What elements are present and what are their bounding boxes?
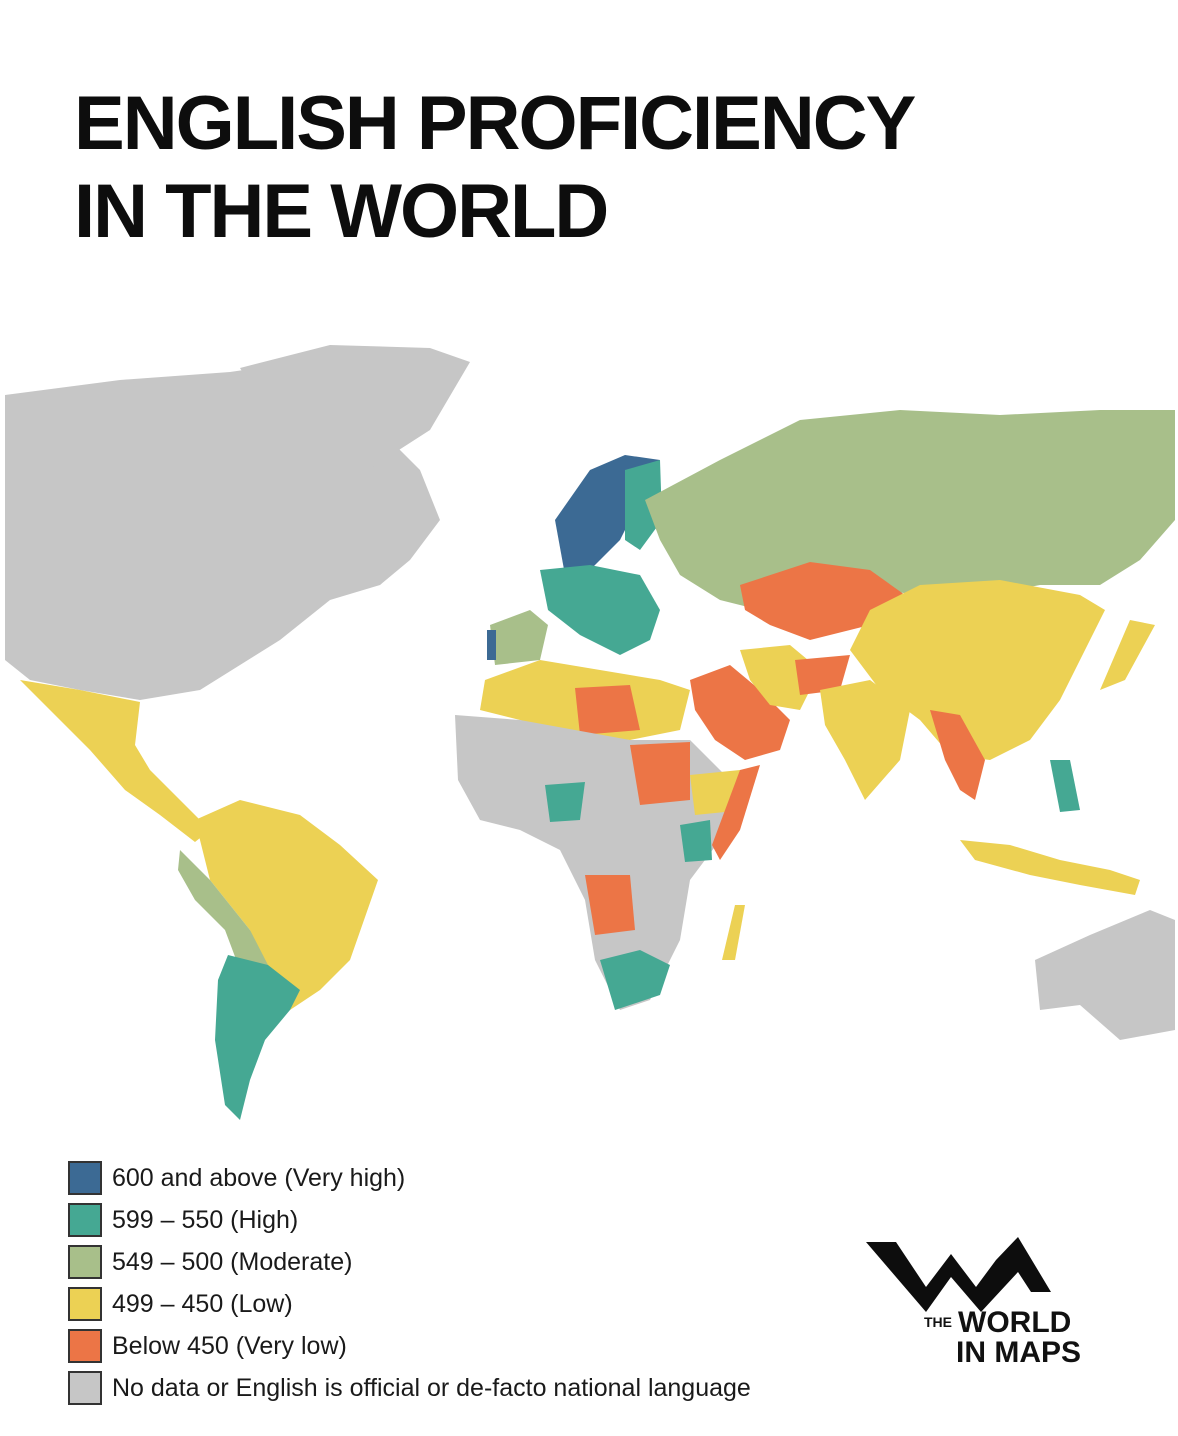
central-europe-region <box>540 565 660 655</box>
logo-line-1: WORLD <box>958 1306 1072 1339</box>
legend-swatch <box>68 1245 102 1279</box>
world-map <box>5 345 1175 1120</box>
map-title: ENGLISH PROFICIENCY IN THE WORLD <box>74 80 916 256</box>
finland-baltics-region <box>625 460 662 550</box>
myanmar-thailand-region <box>930 710 985 800</box>
angola-region <box>585 875 635 935</box>
afghanistan-region <box>795 655 850 695</box>
legend-swatch <box>68 1287 102 1321</box>
somalia-region <box>712 765 760 860</box>
map-legend: 600 and above (Very high) 599 – 550 (High… <box>68 1157 751 1409</box>
legend-item: Below 450 (Very low) <box>68 1325 751 1367</box>
argentina-chile-region <box>215 955 300 1120</box>
china-region <box>850 580 1105 760</box>
mexico-central-america-region <box>20 680 210 842</box>
madagascar-region <box>722 905 745 960</box>
central-asia-region <box>740 562 905 640</box>
brazil-region <box>195 800 378 1010</box>
logo-text: WORLD IN MAPS <box>956 1306 1082 1369</box>
world-in-maps-logo: THE WORLD IN MAPS <box>866 1232 1086 1372</box>
legend-item: 549 – 500 (Moderate) <box>68 1241 751 1283</box>
russia-region <box>645 410 1175 610</box>
sudan-region <box>630 742 690 805</box>
legend-swatch <box>68 1203 102 1237</box>
sub-saharan-africa-region <box>455 715 740 1010</box>
legend-label: No data or English is official or de-fac… <box>112 1373 751 1402</box>
libya-region <box>575 685 640 735</box>
legend-swatch <box>68 1371 102 1405</box>
legend-swatch <box>68 1329 102 1363</box>
philippines-region <box>1050 760 1080 812</box>
iberia-region <box>490 610 548 665</box>
legend-item: 600 and above (Very high) <box>68 1157 751 1199</box>
legend-label: 599 – 550 (High) <box>112 1205 299 1234</box>
legend-label: 549 – 500 (Moderate) <box>112 1247 353 1276</box>
title-line-1: ENGLISH PROFICIENCY <box>74 81 916 166</box>
logo-the-label: THE <box>924 1314 952 1330</box>
nigeria-region <box>545 782 585 822</box>
legend-item: No data or English is official or de-fac… <box>68 1367 751 1409</box>
indonesia-region <box>960 840 1140 895</box>
india-region <box>820 680 910 800</box>
kenya-region <box>680 820 712 862</box>
middle-east-region <box>690 665 790 760</box>
australia-region <box>1035 910 1175 1040</box>
south-africa-region <box>600 950 670 1010</box>
legend-item: 599 – 550 (High) <box>68 1199 751 1241</box>
legend-label: 499 – 450 (Low) <box>112 1289 293 1318</box>
legend-label: Below 450 (Very low) <box>112 1331 347 1360</box>
japan-region <box>1100 620 1155 690</box>
portugal-region <box>487 630 496 660</box>
andean-region <box>178 850 268 970</box>
greenland-region <box>240 345 470 475</box>
wm-logo-icon <box>866 1237 1051 1312</box>
legend-label: 600 and above (Very high) <box>112 1163 406 1192</box>
logo-line-2: IN MAPS <box>956 1336 1082 1369</box>
legend-item: 499 – 450 (Low) <box>68 1283 751 1325</box>
legend-swatch <box>68 1161 102 1195</box>
title-line-2: IN THE WORLD <box>74 169 609 254</box>
